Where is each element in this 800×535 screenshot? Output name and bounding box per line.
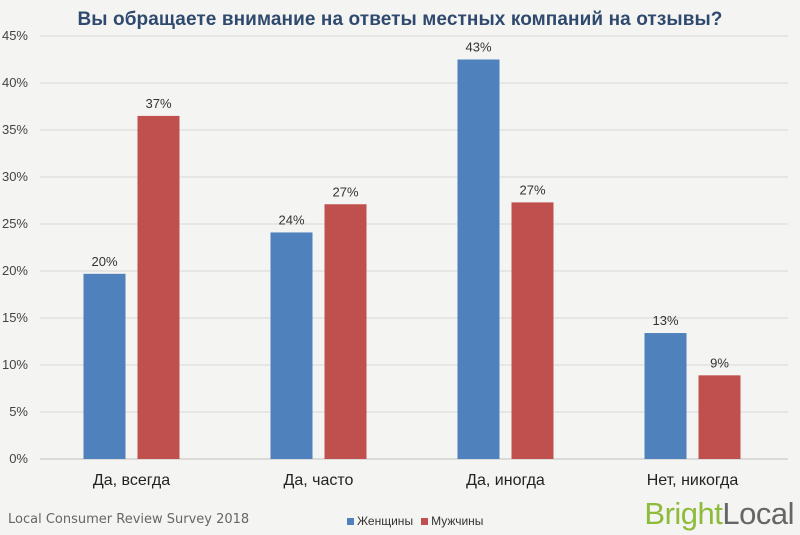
chart-legend: Женщины Мужчины [347, 514, 483, 528]
legend-item-men: Мужчины [421, 514, 483, 528]
data-label: 27% [332, 184, 358, 199]
x-category-label: Нет, никогда [647, 472, 739, 489]
bar-men [324, 204, 367, 459]
x-category-label: Да, часто [284, 472, 354, 489]
data-label: 43% [465, 40, 491, 55]
legend-swatch-men [421, 517, 429, 525]
data-label: 13% [652, 313, 678, 328]
y-tick-label: 30% [2, 169, 28, 184]
data-label: 9% [710, 355, 729, 370]
data-label: 27% [519, 182, 545, 197]
data-label: 37% [145, 96, 171, 111]
y-tick-label: 35% [2, 122, 28, 137]
chart-title: Вы обращаете внимание на ответы местных … [77, 9, 723, 30]
bar-women [457, 59, 500, 459]
y-tick-label: 25% [2, 216, 28, 231]
data-label: 24% [278, 212, 304, 227]
data-label: 20% [91, 254, 117, 269]
brightlocal-logo: BrightLocal [644, 496, 794, 532]
bar-women [83, 273, 126, 459]
brand-part-bright: Bright [644, 496, 723, 531]
legend-label-men: Мужчины [431, 514, 484, 528]
bar-men [137, 115, 180, 460]
x-category-label: Да, иногда [466, 472, 545, 489]
x-category-label: Да, всегда [93, 472, 170, 489]
bar-women [270, 232, 313, 459]
y-tick-label: 40% [2, 75, 28, 90]
legend-item-women: Женщины [347, 514, 413, 528]
y-tick-label: 5% [9, 404, 28, 419]
bar-women [644, 333, 687, 459]
y-tick-label: 15% [2, 310, 28, 325]
y-tick-label: 10% [2, 357, 28, 372]
legend-label-women: Женщины [357, 514, 414, 528]
brand-part-local: Local [722, 496, 794, 531]
bar-men [511, 202, 554, 459]
y-tick-label: 45% [2, 28, 28, 43]
legend-swatch-women [347, 517, 354, 525]
source-note: Local Consumer Review Survey 2018 [8, 512, 250, 527]
bar-men [698, 375, 741, 459]
y-tick-label: 20% [2, 263, 28, 278]
y-tick-label: 0% [9, 451, 28, 466]
